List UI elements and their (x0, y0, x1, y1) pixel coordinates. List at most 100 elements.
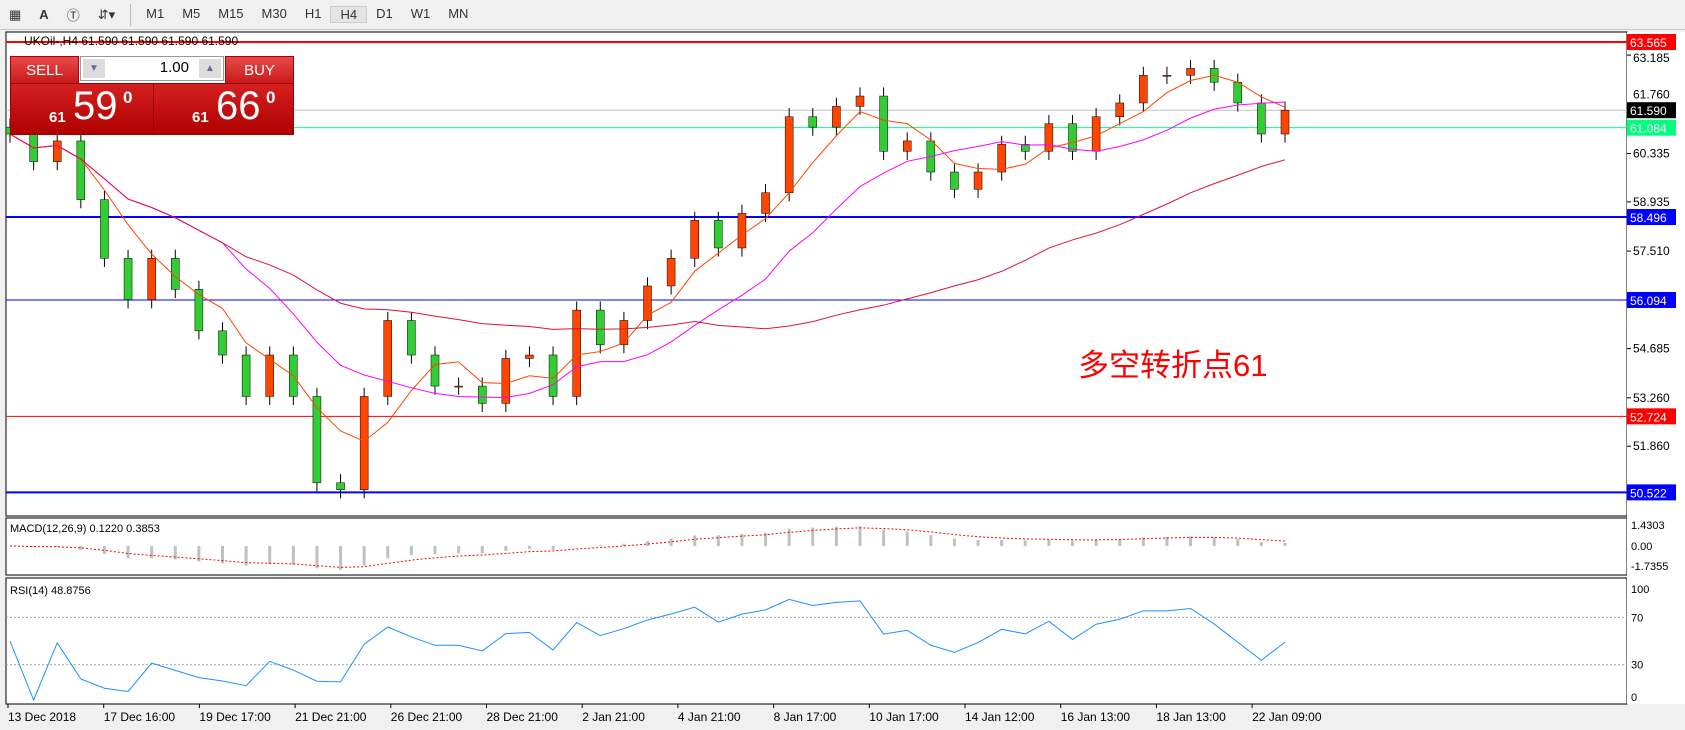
candle (407, 320, 416, 356)
sell-price-main: 59 (73, 84, 118, 128)
candle (997, 144, 1006, 173)
x-tick-label: 22 Jan 09:00 (1252, 710, 1322, 724)
buy-price-sup: 0 (266, 88, 276, 107)
moving-average-line (9, 133, 1286, 330)
y-tick-label: 57.510 (1633, 244, 1670, 258)
candle (265, 354, 274, 397)
candle (973, 171, 983, 190)
candle (808, 116, 818, 128)
level-label-bg (1627, 484, 1676, 501)
y-tick-label: 54.685 (1633, 342, 1670, 356)
level-label-bg (1627, 102, 1676, 119)
lot-decrease-button[interactable]: ▼ (83, 59, 105, 78)
candle (596, 309, 605, 345)
y-tick-label: 51.860 (1633, 439, 1670, 453)
candle (1280, 109, 1290, 135)
candle (1162, 75, 1172, 77)
symbol-info: UKOil-,H4 61.590 61.590 61.590 61.590 (24, 34, 239, 48)
candle (643, 285, 652, 321)
level-label-bg (1627, 119, 1676, 136)
lot-increase-button[interactable]: ▲ (199, 59, 221, 78)
timeframe-m15[interactable]: M15 (218, 6, 244, 21)
macd-signal-line (9, 527, 1286, 568)
grid-icon[interactable]: ▦ (9, 6, 22, 22)
candle (525, 354, 534, 359)
sell-price-big: 61 (49, 109, 66, 126)
x-tick-label: 28 Dec 21:00 (487, 710, 559, 724)
candle (1044, 123, 1054, 152)
macd-tick: 0.00 (1631, 541, 1652, 553)
candle (383, 320, 393, 397)
candle (171, 258, 180, 290)
timeframe-mn[interactable]: MN (448, 6, 469, 21)
lot-input[interactable]: ▼ 1.00 ▲ (80, 56, 224, 81)
candle (430, 354, 440, 387)
timeframe-m30[interactable]: M30 (261, 6, 287, 21)
x-tick-label: 14 Jan 12:00 (965, 710, 1035, 724)
candle (666, 258, 676, 287)
level-label: 61.590 (1630, 104, 1667, 118)
buy-price-big: 61 (192, 109, 209, 126)
candle (902, 140, 912, 152)
timeframe-m1[interactable]: M1 (146, 6, 165, 21)
candle (312, 396, 322, 484)
x-tick-label: 16 Jan 13:00 (1061, 710, 1131, 724)
candle (218, 330, 227, 356)
candle (477, 385, 487, 404)
timeframe-m5[interactable]: M5 (182, 6, 201, 21)
candle (1139, 75, 1148, 104)
lot-value: 1.00 (159, 59, 189, 76)
level-label-bg (1627, 291, 1676, 308)
level-label-bg (1627, 408, 1676, 425)
timeframe-h1[interactable]: H1 (304, 6, 322, 21)
macd-pane (5, 517, 1628, 576)
candle (147, 258, 156, 301)
candle (1021, 144, 1030, 152)
buy-button[interactable]: BUY (225, 56, 294, 85)
macd-tick: 1.4303 (1631, 520, 1665, 532)
chart-canvas[interactable]: 63.185 61.760 60.335 58.935 57.510 54.685 53.2… (0, 30, 1685, 730)
buy-price[interactable]: 61 66 0 (153, 83, 294, 135)
rsi-tick: 0 (1631, 692, 1637, 704)
x-tick-label: 13 Dec 2018 (8, 710, 76, 724)
candle (714, 220, 723, 249)
candle (619, 320, 629, 345)
macd-label: MACD(12,26,9) 0.1220 0.3853 (10, 523, 160, 535)
candle (690, 220, 699, 259)
toolbar: ▦ A Ⓣ ⇵▾ M1 M5 M15 M30 H1 H4 D1 W1 MN (0, 0, 1685, 30)
arrows-icon[interactable]: ⇵▾ (97, 6, 116, 22)
x-tick-label: 2 Jan 21:00 (582, 710, 645, 724)
timeframe-w1[interactable]: W1 (410, 6, 431, 21)
candle (1257, 102, 1266, 135)
candle (855, 95, 865, 107)
rsi-line (9, 598, 1286, 702)
y-tick-label: 58.935 (1633, 195, 1670, 209)
sell-price[interactable]: 61 59 0 (10, 83, 157, 135)
candle (1233, 81, 1243, 104)
sell-button[interactable]: SELL (10, 56, 79, 85)
level-label: 61.084 (1630, 122, 1667, 136)
divider (130, 3, 132, 26)
timeframe-h4[interactable]: H4 (330, 6, 368, 23)
candle (879, 95, 888, 152)
candle (194, 289, 204, 332)
rsi-tick: 70 (1631, 612, 1643, 624)
y-tick-label: 61.760 (1633, 87, 1670, 101)
candle (572, 309, 581, 397)
moving-average-line (9, 74, 1286, 442)
sell-price-sup: 0 (123, 88, 133, 107)
x-tick-label: 4 Jan 21:00 (678, 710, 741, 724)
annotation-text: 多空转折点61 (1078, 348, 1268, 383)
x-tick-label: 21 Dec 21:00 (295, 710, 367, 724)
x-tick-label: 17 Dec 16:00 (104, 710, 176, 724)
text-icon[interactable]: A (39, 7, 49, 22)
candle (1068, 123, 1077, 152)
x-tick-label: 18 Jan 13:00 (1156, 710, 1226, 724)
timeframe-d1[interactable]: D1 (376, 6, 393, 21)
candle (52, 140, 62, 162)
candle (76, 140, 86, 200)
rsi-label: RSI(14) 48.8756 (10, 585, 91, 597)
candle (548, 354, 558, 397)
text-label-icon[interactable]: Ⓣ (66, 8, 80, 23)
candle (784, 116, 794, 193)
